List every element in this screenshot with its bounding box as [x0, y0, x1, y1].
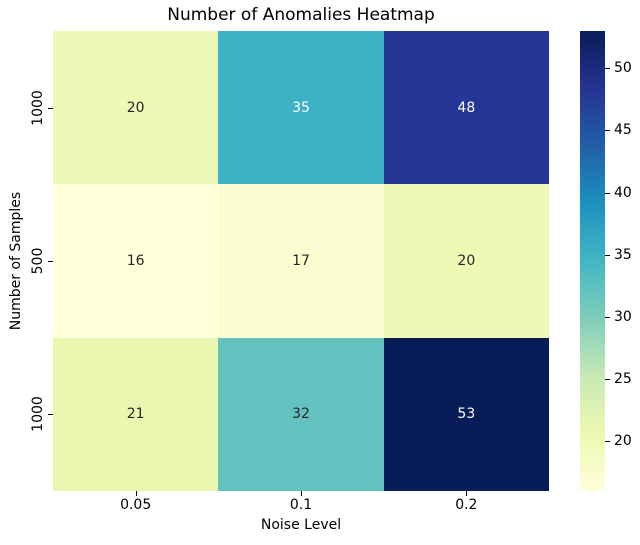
heatmap-cell: 20: [53, 31, 219, 185]
cell-annotation: 21: [126, 406, 145, 423]
y-tick-mark: [48, 261, 53, 262]
colorbar-tick-label: 30: [614, 308, 632, 325]
heatmap-cell: 20: [383, 184, 549, 338]
x-tick-mark: [466, 491, 468, 496]
colorbar-tick-mark: [605, 316, 610, 318]
y-axis-label: Number of Samples: [8, 191, 24, 331]
colorbar-tick-label: 50: [614, 60, 632, 77]
colorbar-tick-label: 35: [614, 246, 632, 263]
y-tick-mark: [48, 107, 53, 109]
heatmap-cell: 21: [53, 337, 219, 491]
colorbar-tick-label: 20: [614, 433, 632, 450]
cell-annotation: 20: [126, 99, 145, 116]
y-tick-label: 500: [30, 247, 46, 275]
cell-annotation: 53: [457, 406, 476, 423]
y-tick-mark: [48, 414, 53, 416]
x-tick-mark: [135, 491, 137, 496]
colorbar-tick-mark: [605, 254, 610, 256]
chart-title: Number of Anomalies Heatmap: [167, 5, 435, 25]
x-tick-label: 0.05: [120, 497, 152, 513]
colorbar-tick-label: 45: [614, 122, 632, 139]
colorbar-tick-mark: [605, 68, 610, 70]
colorbar-tick-label: 40: [614, 184, 632, 201]
colorbar-tick-label: 25: [614, 371, 632, 388]
heatmap-cell: 35: [218, 31, 384, 185]
colorbar: [580, 31, 605, 491]
colorbar-tick-mark: [605, 130, 610, 132]
cell-annotation: 17: [292, 252, 310, 269]
colorbar-tick-mark: [605, 379, 610, 381]
cell-annotation: 35: [292, 99, 310, 116]
colorbar-tick-mark: [605, 441, 610, 443]
heatmap-cell: 16: [53, 184, 219, 338]
x-tick-mark: [301, 491, 302, 496]
cell-annotation: 16: [126, 252, 145, 269]
y-tick-label: 1000: [30, 89, 46, 126]
y-tick-label: 1000: [30, 396, 46, 433]
cell-annotation: 32: [292, 406, 310, 423]
cell-annotation: 48: [457, 99, 476, 116]
colorbar-tick-mark: [605, 192, 610, 194]
heatmap-cell: 48: [383, 31, 549, 185]
heatmap-cell: 17: [218, 184, 384, 338]
x-tick-label: 0.1: [289, 497, 313, 513]
heatmap-cell: 32: [218, 337, 384, 491]
heatmap-cell: 53: [383, 337, 549, 491]
x-tick-label: 0.2: [455, 497, 478, 513]
cell-annotation: 20: [457, 252, 476, 269]
x-axis-label: Noise Level: [260, 517, 342, 533]
heatmap-grid: 20 35 48 16 17 20 21 32 53: [53, 31, 549, 491]
